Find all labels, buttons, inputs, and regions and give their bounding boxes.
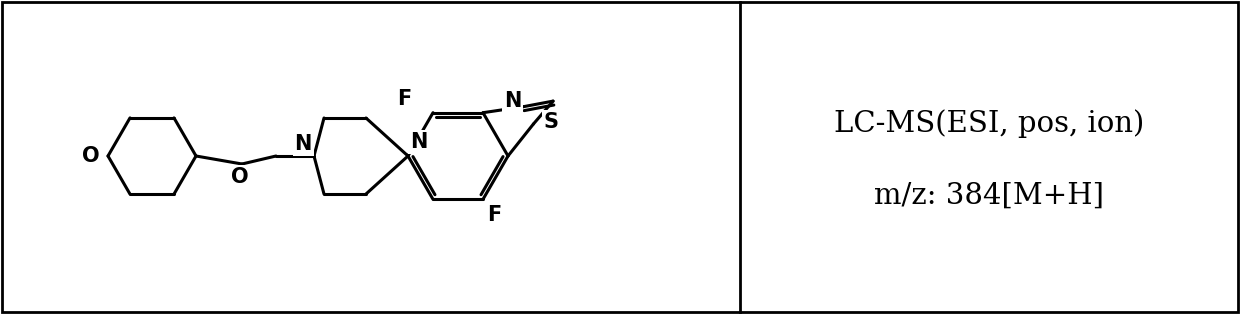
Text: F: F: [487, 205, 501, 225]
Text: S: S: [543, 112, 558, 132]
Text: LC-MS(ESI, pos, ion): LC-MS(ESI, pos, ion): [835, 110, 1145, 138]
Text: N: N: [410, 132, 428, 152]
Text: O: O: [231, 167, 249, 187]
Text: O: O: [82, 146, 100, 166]
Text: N: N: [503, 91, 521, 111]
Text: N: N: [295, 134, 312, 154]
Text: F: F: [397, 89, 410, 109]
Text: m/z: 384[M+H]: m/z: 384[M+H]: [874, 182, 1104, 210]
